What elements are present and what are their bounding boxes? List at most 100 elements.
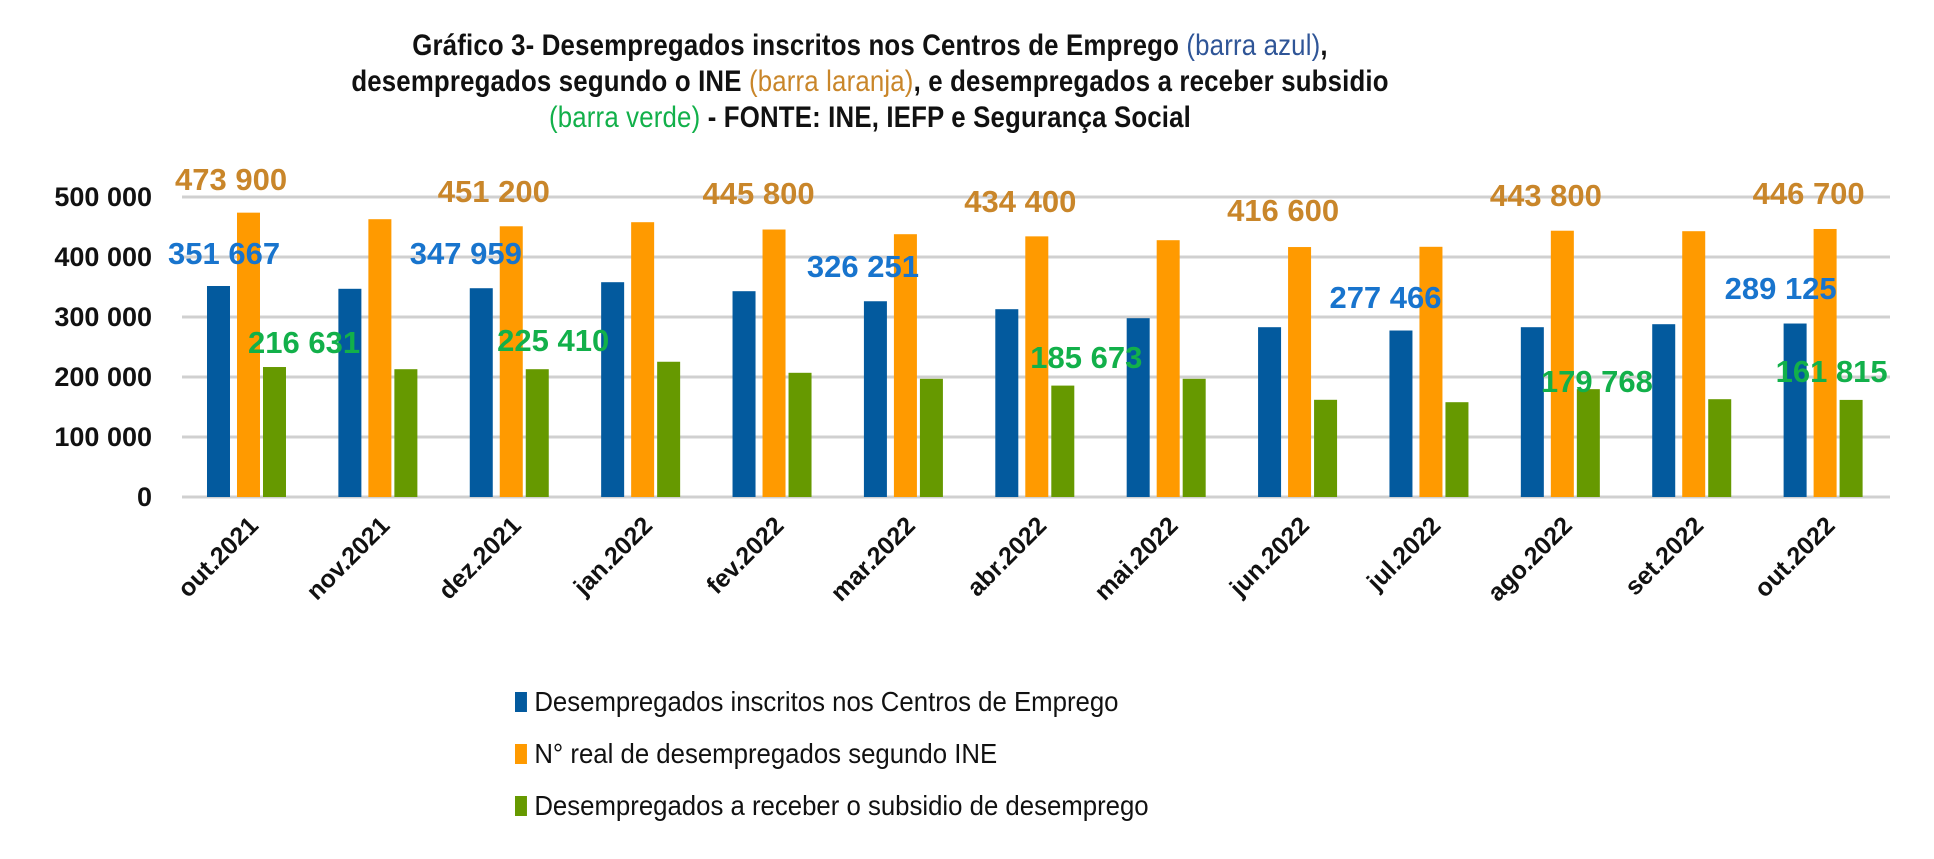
x-tick-label: jun.2022 [1224, 511, 1315, 602]
bar-ine [1288, 247, 1312, 497]
bar-subsidio [1576, 389, 1600, 497]
bar-subsidio [1708, 399, 1732, 497]
data-labels: 473 900 351 667 216 631 451 200 347 959 445 8… [168, 162, 1888, 399]
data-label: 277 466 [1329, 280, 1441, 315]
x-tick-label: ago.2022 [1482, 511, 1577, 606]
x-tick-label: dez.2021 [433, 511, 527, 605]
bars [206, 212, 1863, 498]
bar-ine [499, 226, 523, 497]
data-label: 451 200 [438, 174, 550, 209]
bar-ine [1813, 228, 1837, 498]
legend-label: Desempregados a receber o subsidio de de… [534, 790, 1149, 821]
y-tick-label: 500 000 [54, 182, 152, 212]
bar-inscritos [995, 309, 1019, 497]
x-tick-label: mai.2022 [1089, 511, 1183, 605]
data-label: 326 251 [807, 249, 919, 284]
bar-inscritos [1520, 327, 1544, 497]
data-label: 446 700 [1753, 176, 1865, 211]
bar-subsidio [1051, 385, 1075, 497]
legend: Desempregados inscritos nos Centros de E… [515, 676, 1204, 832]
legend-label: N° real de desempregados segundo INE [534, 738, 998, 769]
title-line-1: Gráfico 3- Desempregados inscritos nos C… [122, 28, 1618, 64]
title-text: , [1320, 29, 1328, 62]
legend-label: Desempregados inscritos nos Centros de E… [534, 686, 1119, 717]
bar-subsidio [1314, 399, 1338, 497]
y-tick-label: 300 000 [54, 302, 152, 332]
title-orange-note: (barra laranja) [748, 65, 914, 98]
bar-ine [762, 229, 786, 497]
x-tick-label: nov.2021 [301, 511, 395, 605]
legend-item-subsidio: Desempregados a receber o subsidio de de… [515, 780, 1149, 832]
x-axis-ticks: out.2021 nov.2021 dez.2021 jan.2022 fev.2022… [172, 511, 1840, 607]
bar-inscritos [206, 285, 230, 497]
title-line-2: desempregados segundo o INE (barra laran… [122, 64, 1618, 100]
x-tick-label: out.2021 [172, 511, 264, 603]
legend-swatch-green [515, 796, 527, 816]
bar-ine [1156, 240, 1180, 497]
bar-subsidio [262, 367, 286, 497]
title-blue-note: (barra azul) [1186, 29, 1321, 62]
bar-subsidio [1445, 402, 1469, 497]
title-green-note: (barra verde) [548, 101, 701, 134]
legend-item-ine: N° real de desempregados segundo INE [515, 728, 1149, 780]
bar-subsidio [788, 372, 812, 497]
data-label: 161 815 [1776, 354, 1888, 389]
x-tick-label: jul.2022 [1361, 511, 1446, 596]
x-tick-label: out.2022 [1749, 511, 1841, 603]
data-label: 434 400 [964, 184, 1076, 219]
data-label: 473 900 [175, 162, 287, 197]
title-text: desempregados segundo o INE [351, 65, 749, 98]
data-label: 445 800 [703, 176, 815, 211]
chart-title: Gráfico 3- Desempregados inscritos nos C… [122, 28, 1618, 136]
bar-ine [893, 234, 917, 497]
x-tick-label: fev.2022 [701, 511, 789, 599]
x-tick-label: abr.2022 [962, 511, 1053, 602]
bar-inscritos [863, 301, 887, 497]
bar-ine [1025, 236, 1049, 498]
bar-inscritos [1126, 318, 1150, 497]
data-label: 351 667 [168, 236, 280, 271]
data-label: 347 959 [410, 236, 522, 271]
bar-ine [368, 219, 392, 497]
bar-subsidio [525, 369, 549, 497]
y-tick-label: 100 000 [54, 422, 152, 452]
bar-inscritos [1652, 324, 1676, 497]
bar-ine [236, 212, 260, 497]
y-axis-ticks: 0 100 000 200 000 300 000 400 000 500 000 [54, 182, 152, 512]
bar-inscritos [732, 291, 756, 497]
title-line-3: (barra verde) - FONTE: INE, IEFP e Segur… [122, 100, 1618, 136]
x-tick-label: set.2022 [1620, 511, 1710, 601]
y-tick-label: 400 000 [54, 242, 152, 272]
x-tick-label: mar.2022 [825, 511, 920, 606]
bar-subsidio [1182, 378, 1206, 497]
bar-inscritos [601, 282, 625, 497]
data-label: 225 410 [497, 323, 609, 358]
bar-ine [1550, 230, 1574, 497]
data-label: 216 631 [248, 325, 360, 360]
data-label: 289 125 [1725, 271, 1837, 306]
bar-inscritos [1258, 327, 1282, 497]
title-text: , e desempregados a receber subsidio [913, 65, 1389, 98]
legend-swatch-orange [515, 744, 527, 764]
bar-inscritos [338, 288, 362, 497]
data-label: 185 673 [1030, 340, 1142, 375]
y-tick-label: 0 [137, 482, 152, 512]
title-source: - FONTE: INE, IEFP e Segurança Social [700, 101, 1192, 134]
bar-ine [1682, 231, 1706, 497]
bar-inscritos [1783, 323, 1807, 497]
bar-subsidio [1839, 399, 1863, 497]
bar-inscritos [469, 288, 493, 497]
bar-inscritos [1389, 330, 1413, 497]
data-label: 179 768 [1541, 364, 1653, 399]
legend-item-inscritos: Desempregados inscritos nos Centros de E… [515, 676, 1149, 728]
bar-subsidio [919, 378, 943, 497]
x-tick-label: jan.2022 [568, 511, 658, 601]
title-text: Gráfico 3- Desempregados inscritos nos C… [412, 29, 1187, 62]
legend-swatch-blue [515, 692, 527, 712]
data-label: 443 800 [1490, 178, 1602, 213]
data-label: 416 600 [1227, 193, 1339, 228]
y-tick-label: 200 000 [54, 362, 152, 392]
bar-ine [631, 222, 655, 497]
bar-subsidio [394, 369, 418, 497]
